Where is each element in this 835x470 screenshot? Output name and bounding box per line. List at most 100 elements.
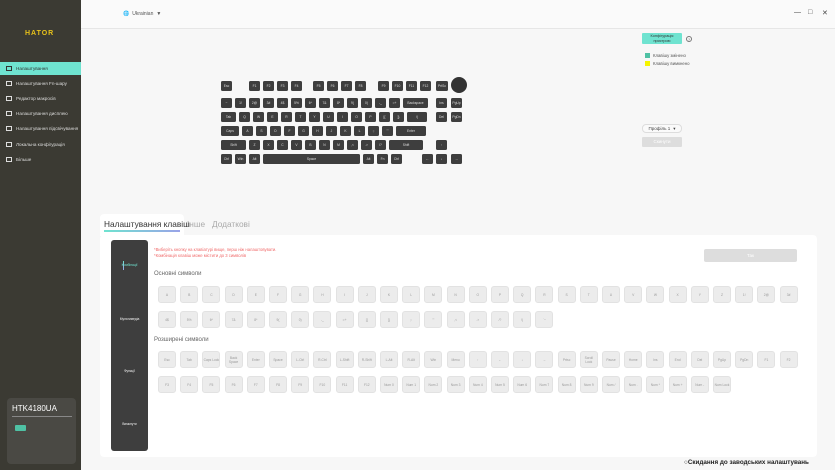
- symbol-key[interactable]: Num 0: [380, 376, 398, 393]
- symbol-key[interactable]: 3#: [779, 286, 798, 303]
- symbol-key[interactable]: Win: [424, 351, 443, 368]
- symbol-key[interactable]: Num /: [602, 376, 620, 393]
- sidebar-item-0[interactable]: Налаштування: [0, 62, 81, 75]
- symbol-key[interactable]: Scroll Lock: [579, 351, 598, 368]
- key[interactable]: Ctrl: [391, 154, 402, 164]
- key[interactable]: ↑: [436, 140, 447, 150]
- key[interactable]: 8*: [333, 98, 344, 108]
- key[interactable]: .>: [361, 140, 372, 150]
- symbol-key[interactable]: ]}: [380, 311, 398, 328]
- key[interactable]: Backspace: [403, 98, 428, 108]
- symbol-key[interactable]: T: [579, 286, 598, 303]
- symbol-key[interactable]: 6^: [202, 311, 221, 328]
- key[interactable]: Shift: [389, 140, 423, 150]
- key[interactable]: Alt: [363, 154, 374, 164]
- symbol-key[interactable]: D: [224, 286, 243, 303]
- symbol-key[interactable]: Q: [513, 286, 532, 303]
- symbol-key[interactable]: F3: [158, 376, 176, 393]
- key[interactable]: Z: [249, 140, 260, 150]
- symbol-key[interactable]: Num 2: [424, 376, 443, 393]
- symbol-key[interactable]: O: [468, 286, 487, 303]
- symbol-key[interactable]: F12: [357, 376, 376, 393]
- key[interactable]: ~: [221, 98, 232, 108]
- key[interactable]: ←: [422, 154, 433, 164]
- symbol-key[interactable]: Space: [269, 351, 287, 368]
- key[interactable]: D: [270, 126, 281, 136]
- key[interactable]: L: [354, 126, 365, 136]
- symbol-key[interactable]: W: [646, 286, 665, 303]
- key[interactable]: Fn: [377, 154, 388, 164]
- menu-functions[interactable]: Функції: [124, 369, 135, 373]
- key[interactable]: 7&: [319, 98, 330, 108]
- key[interactable]: 2@: [249, 98, 260, 108]
- symbol-key[interactable]: V: [624, 286, 643, 303]
- key[interactable]: 5%: [291, 98, 302, 108]
- symbol-key[interactable]: 0): [291, 311, 310, 328]
- key[interactable]: 3#: [263, 98, 274, 108]
- key[interactable]: 4$: [277, 98, 288, 108]
- symbol-key[interactable]: 7&: [224, 311, 243, 328]
- device-config-button[interactable]: Конфігурація пристрою: [642, 33, 682, 44]
- symbol-key[interactable]: ,<: [446, 311, 465, 328]
- symbol-key[interactable]: Enter: [246, 351, 265, 368]
- key[interactable]: J: [326, 126, 337, 136]
- key[interactable]: U: [323, 112, 334, 122]
- symbol-key[interactable]: 1!: [735, 286, 754, 303]
- key[interactable]: PgDn: [451, 112, 462, 122]
- symbol-key[interactable]: .>: [468, 311, 487, 328]
- symbol-key[interactable]: F2: [779, 351, 798, 368]
- symbol-key[interactable]: E: [246, 286, 265, 303]
- key[interactable]: P: [365, 112, 376, 122]
- key[interactable]: O: [351, 112, 362, 122]
- symbol-key[interactable]: Num *: [646, 376, 665, 393]
- key[interactable]: 9(: [347, 98, 358, 108]
- symbol-key[interactable]: R-Ctrl: [313, 351, 332, 368]
- symbol-key[interactable]: Num 7: [535, 376, 554, 393]
- symbol-key[interactable]: \|: [513, 311, 532, 328]
- key[interactable]: F12: [420, 81, 431, 91]
- key[interactable]: Tab: [221, 112, 236, 122]
- key[interactable]: Ins: [436, 98, 447, 108]
- symbol-key[interactable]: Home: [624, 351, 643, 368]
- symbol-key[interactable]: -_: [313, 311, 332, 328]
- sidebar-item-4[interactable]: Налаштування підсвічування: [0, 122, 81, 135]
- key[interactable]: Y: [309, 112, 320, 122]
- symbol-key[interactable]: R: [535, 286, 554, 303]
- key[interactable]: F4: [291, 81, 302, 91]
- symbol-key[interactable]: R-Alt: [402, 351, 421, 368]
- symbol-key[interactable]: 8*: [246, 311, 265, 328]
- key[interactable]: Enter: [396, 126, 426, 136]
- key[interactable]: X: [263, 140, 274, 150]
- symbol-key[interactable]: Num 3: [446, 376, 465, 393]
- symbol-key[interactable]: Num 4: [468, 376, 487, 393]
- symbol-key[interactable]: F: [269, 286, 287, 303]
- key[interactable]: Del: [436, 112, 447, 122]
- symbol-key[interactable]: J: [357, 286, 376, 303]
- symbol-key[interactable]: Num -: [690, 376, 709, 393]
- key[interactable]: Shift: [221, 140, 246, 150]
- symbol-key[interactable]: R-Shift: [357, 351, 376, 368]
- symbol-key[interactable]: Del: [690, 351, 709, 368]
- key[interactable]: F8: [355, 81, 366, 91]
- key[interactable]: Esc: [221, 81, 232, 91]
- symbol-key[interactable]: F4: [180, 376, 199, 393]
- symbol-key[interactable]: Z: [713, 286, 731, 303]
- ok-button[interactable]: Так: [704, 249, 797, 262]
- key[interactable]: /?: [375, 140, 386, 150]
- symbol-key[interactable]: 4$: [158, 311, 176, 328]
- symbol-key[interactable]: [{: [357, 311, 376, 328]
- symbol-key[interactable]: X: [668, 286, 687, 303]
- symbol-key[interactable]: Num Lock: [713, 376, 731, 393]
- key[interactable]: F9: [378, 81, 389, 91]
- symbol-key[interactable]: Num 6: [513, 376, 532, 393]
- symbol-key[interactable]: Menu: [446, 351, 465, 368]
- key[interactable]: N: [319, 140, 330, 150]
- key[interactable]: F11: [406, 81, 417, 91]
- symbol-key[interactable]: G: [291, 286, 310, 303]
- symbol-key[interactable]: =+: [335, 311, 354, 328]
- key[interactable]: Caps: [221, 126, 239, 136]
- symbol-key[interactable]: F6: [224, 376, 243, 393]
- symbol-key[interactable]: A: [158, 286, 176, 303]
- key[interactable]: '": [382, 126, 393, 136]
- volume-knob[interactable]: [451, 77, 467, 93]
